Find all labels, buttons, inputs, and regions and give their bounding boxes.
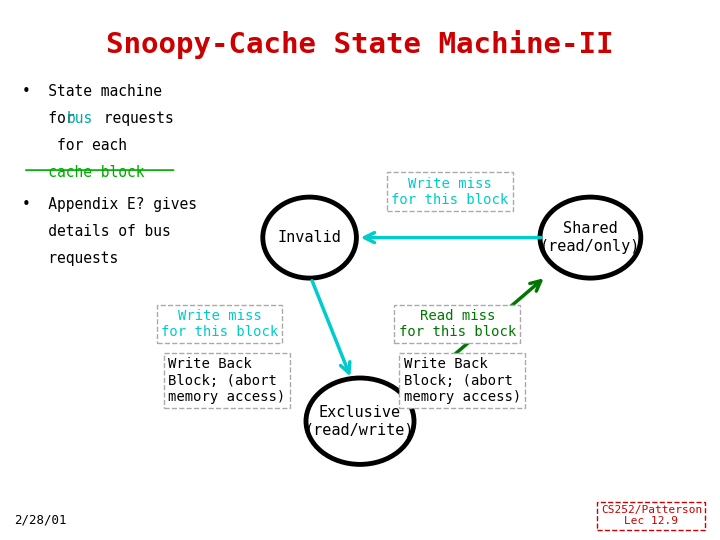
Text: for: for	[22, 111, 83, 126]
Text: for each: for each	[22, 138, 127, 153]
Text: requests: requests	[22, 251, 118, 266]
Text: 2/28/01: 2/28/01	[14, 514, 67, 526]
Text: cache block: cache block	[22, 165, 144, 180]
Text: bus: bus	[67, 111, 93, 126]
Text: •  State machine: • State machine	[22, 84, 161, 99]
Text: Shared
(read/only): Shared (read/only)	[540, 221, 641, 254]
Text: Read miss
for this block: Read miss for this block	[399, 309, 516, 339]
Text: Exclusive
(read/write): Exclusive (read/write)	[305, 405, 415, 437]
Text: details of bus: details of bus	[22, 224, 171, 239]
Text: •  Appendix E? gives: • Appendix E? gives	[22, 197, 197, 212]
Text: Write miss
for this block: Write miss for this block	[161, 309, 278, 339]
Text: Snoopy-Cache State Machine-II: Snoopy-Cache State Machine-II	[107, 30, 613, 59]
Text: CS252/Patterson
Lec 12.9: CS252/Patterson Lec 12.9	[600, 505, 702, 526]
Text: requests: requests	[95, 111, 174, 126]
Text: Write miss
for this block: Write miss for this block	[392, 177, 508, 207]
Text: Write Back
Block; (abort
memory access): Write Back Block; (abort memory access)	[168, 357, 285, 404]
Text: Write Back
Block; (abort
memory access): Write Back Block; (abort memory access)	[404, 357, 521, 404]
Text: Invalid: Invalid	[278, 230, 341, 245]
